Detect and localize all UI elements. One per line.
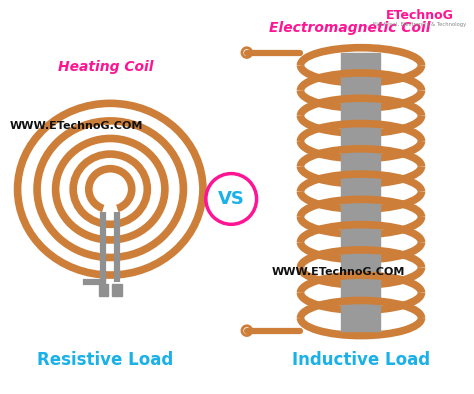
Bar [99,284,108,296]
Text: Heating Coil: Heating Coil [58,60,153,74]
Text: Electromagnetic Coil: Electromagnetic Coil [268,21,430,35]
Text: ETechnoG: ETechnoG [385,9,454,22]
Text: VS: VS [218,190,245,208]
Text: WWW.ETechnoG.COM: WWW.ETechnoG.COM [271,267,405,277]
Text: Inductive Load: Inductive Load [292,351,430,369]
Text: Electrical, Electronics & Technology: Electrical, Electronics & Technology [373,22,466,27]
Text: WWW.ETechnoG.COM: WWW.ETechnoG.COM [10,121,143,131]
Bar [341,53,381,331]
Text: Resistive Load: Resistive Load [37,351,173,369]
Bar [112,284,122,296]
